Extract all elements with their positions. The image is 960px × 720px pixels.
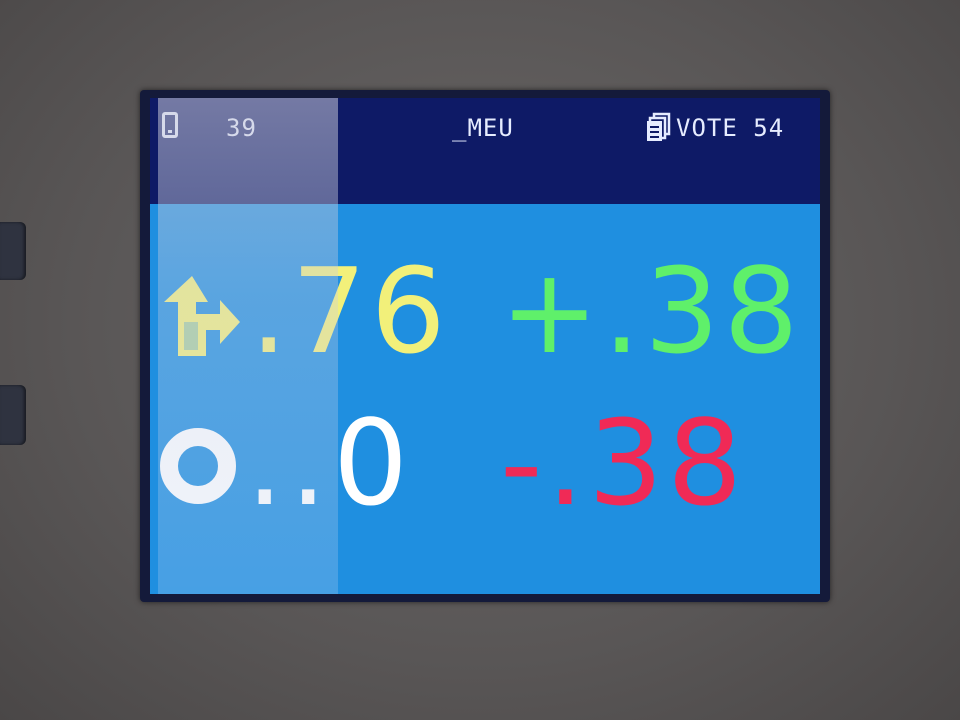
ring-icon	[160, 428, 236, 504]
ring-row: ..0 -.38	[150, 404, 820, 558]
move-value: .76	[250, 242, 450, 380]
status-center-label: _MEU	[452, 114, 514, 142]
status-right-label: VOTE 54	[676, 114, 785, 142]
hardware-side-button-bottom[interactable]	[0, 385, 26, 445]
device-screen: 39 _MEU VOTE 54 .76 +.38 ..0 -.38	[150, 98, 820, 594]
phone-icon	[162, 112, 178, 138]
move-row: .76 +.38	[150, 252, 820, 398]
move-delta: +.38	[500, 242, 803, 380]
ring-delta: -.38	[500, 394, 747, 532]
status-bar: 39 _MEU VOTE 54	[150, 98, 820, 204]
status-left-value: 39	[226, 114, 257, 142]
ring-value: ..0	[246, 394, 415, 532]
document-stack-icon	[647, 112, 671, 141]
hardware-side-button-top[interactable]	[0, 222, 26, 280]
move-arrow-icon	[164, 276, 240, 356]
